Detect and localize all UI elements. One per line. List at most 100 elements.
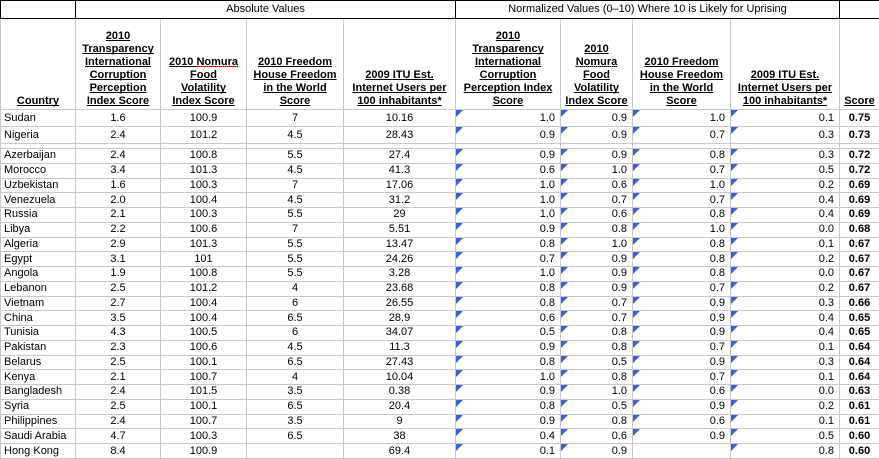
norm-value-cell[interactable]: 0.8: [560, 413, 633, 430]
score-cell[interactable]: 0.75: [839, 109, 879, 127]
abs-value-cell[interactable]: 2.4: [75, 384, 161, 400]
abs-value-cell[interactable]: 4.5: [246, 339, 344, 356]
country-cell[interactable]: Philippines: [0, 413, 76, 430]
norm-value-cell[interactable]: 0.3: [729, 148, 841, 164]
abs-value-cell[interactable]: 101: [160, 251, 247, 267]
abs-value-cell[interactable]: 4.7: [75, 428, 161, 444]
norm-value-cell[interactable]: 0.4: [729, 310, 841, 326]
norm-value-cell[interactable]: 0.9: [632, 295, 731, 312]
abs-value-cell[interactable]: 2.1: [75, 369, 161, 385]
norm-value-cell[interactable]: 0.9: [632, 310, 731, 326]
abs-value-cell[interactable]: 100.3: [160, 428, 247, 444]
norm-value-cell[interactable]: 0.9: [560, 443, 633, 459]
abs-value-cell[interactable]: [246, 443, 344, 459]
norm-value-cell[interactable]: 0.8: [632, 236, 731, 253]
norm-value-cell[interactable]: 0.8: [729, 443, 841, 459]
score-cell[interactable]: 0.68: [839, 221, 879, 238]
norm-value-cell[interactable]: 0.5: [729, 162, 841, 179]
abs-value-cell[interactable]: 20.4: [343, 398, 456, 415]
norm-value-cell[interactable]: 1.0: [455, 266, 561, 282]
abs-value-cell[interactable]: 101.3: [160, 236, 247, 253]
abs-value-cell[interactable]: 4.5: [246, 192, 344, 208]
abs-value-cell[interactable]: 100.3: [160, 177, 247, 194]
abs-value-cell[interactable]: 2.1: [75, 207, 161, 223]
score-column-header[interactable]: Score: [839, 18, 879, 110]
abs-value-cell[interactable]: 27.4: [343, 148, 456, 164]
score-cell[interactable]: 0.69: [839, 207, 879, 223]
country-cell[interactable]: Nigeria: [0, 126, 76, 144]
country-cell[interactable]: Venezuela: [0, 192, 76, 208]
norm-value-cell[interactable]: 0.5: [455, 325, 561, 341]
norm-value-cell[interactable]: 0.9: [560, 126, 633, 144]
norm-value-cell[interactable]: 0.8: [455, 354, 561, 371]
abs-value-cell[interactable]: 6.5: [246, 354, 344, 371]
norm-itu-column-header[interactable]: 2009 ITU Est. Internet Users per 100 inh…: [729, 18, 841, 110]
norm-value-cell[interactable]: 0.8: [455, 236, 561, 253]
abs-value-cell[interactable]: 3.1: [75, 251, 161, 267]
norm-nomura-column-header[interactable]: 2010 Nomura Food Volatility Index Score: [560, 18, 633, 110]
abs-value-cell[interactable]: 26.55: [343, 295, 456, 312]
abs-value-cell[interactable]: 0.38: [343, 384, 456, 400]
abs-freedom-column-header[interactable]: 2010 Freedom House Freedom in the World …: [246, 18, 344, 110]
norm-value-cell[interactable]: 0.2: [729, 177, 841, 194]
abs-value-cell[interactable]: 3.5: [246, 384, 344, 400]
country-cell[interactable]: Tunisia: [0, 325, 76, 341]
norm-value-cell[interactable]: 0.1: [729, 369, 841, 385]
norm-value-cell[interactable]: 0.8: [632, 266, 731, 282]
abs-value-cell[interactable]: 7: [246, 221, 344, 238]
norm-value-cell[interactable]: 0.6: [455, 162, 561, 179]
score-cell[interactable]: 0.64: [839, 354, 879, 371]
score-cell[interactable]: 0.65: [839, 310, 879, 326]
abs-value-cell[interactable]: 3.4: [75, 162, 161, 179]
abs-value-cell[interactable]: 101.3: [160, 162, 247, 179]
norm-value-cell[interactable]: 0.7: [632, 369, 731, 385]
abs-value-cell[interactable]: 24.26: [343, 251, 456, 267]
norm-value-cell[interactable]: 0.3: [729, 126, 841, 144]
score-cell[interactable]: 0.60: [839, 443, 879, 459]
norm-value-cell[interactable]: 1.0: [455, 369, 561, 385]
abs-nomura-column-header[interactable]: 2010 Nomura Food Volatility Index Score: [160, 18, 247, 110]
norm-value-cell[interactable]: 0.6: [560, 207, 633, 223]
abs-value-cell[interactable]: 23.68: [343, 280, 456, 297]
norm-value-cell[interactable]: 0.9: [455, 413, 561, 430]
abs-value-cell[interactable]: 100.7: [160, 369, 247, 385]
abs-value-cell[interactable]: 100.9: [160, 443, 247, 459]
score-cell[interactable]: 0.60: [839, 428, 879, 444]
score-cell[interactable]: 0.67: [839, 280, 879, 297]
abs-value-cell[interactable]: 100.4: [160, 192, 247, 208]
abs-value-cell[interactable]: 3.28: [343, 266, 456, 282]
norm-value-cell[interactable]: 0.4: [729, 325, 841, 341]
country-cell[interactable]: Pakistan: [0, 339, 76, 356]
abs-value-cell[interactable]: 69.4: [343, 443, 456, 459]
score-cell[interactable]: 0.72: [839, 162, 879, 179]
norm-value-cell[interactable]: 1.0: [560, 162, 633, 179]
norm-value-cell[interactable]: 0.9: [455, 126, 561, 144]
country-cell[interactable]: Kenya: [0, 369, 76, 385]
country-cell[interactable]: Saudi Arabia: [0, 428, 76, 444]
country-cell[interactable]: Algeria: [0, 236, 76, 253]
score-cell[interactable]: 0.67: [839, 266, 879, 282]
abs-value-cell[interactable]: 100.1: [160, 354, 247, 371]
abs-value-cell[interactable]: 2.2: [75, 221, 161, 238]
score-cell[interactable]: 0.66: [839, 295, 879, 312]
abs-value-cell[interactable]: 41.3: [343, 162, 456, 179]
abs-value-cell[interactable]: 6.5: [246, 310, 344, 326]
score-cell[interactable]: 0.61: [839, 398, 879, 415]
abs-value-cell[interactable]: 2.4: [75, 148, 161, 164]
country-cell[interactable]: Sudan: [0, 109, 76, 127]
abs-value-cell[interactable]: 6.5: [246, 398, 344, 415]
norm-value-cell[interactable]: 0.7: [632, 339, 731, 356]
abs-value-cell[interactable]: 3.5: [246, 413, 344, 430]
abs-value-cell[interactable]: 6: [246, 295, 344, 312]
abs-value-cell[interactable]: 31.2: [343, 192, 456, 208]
norm-value-cell[interactable]: 1.0: [455, 192, 561, 208]
norm-value-cell[interactable]: 0.0: [729, 266, 841, 282]
norm-value-cell[interactable]: 0.1: [729, 109, 841, 127]
abs-value-cell[interactable]: 5.5: [246, 236, 344, 253]
norm-value-cell[interactable]: 1.0: [455, 207, 561, 223]
abs-value-cell[interactable]: 1.6: [75, 177, 161, 194]
abs-value-cell[interactable]: 1.9: [75, 266, 161, 282]
norm-value-cell[interactable]: 0.1: [729, 413, 841, 430]
norm-value-cell[interactable]: 0.9: [560, 251, 633, 267]
country-cell[interactable]: Morocco: [0, 162, 76, 179]
